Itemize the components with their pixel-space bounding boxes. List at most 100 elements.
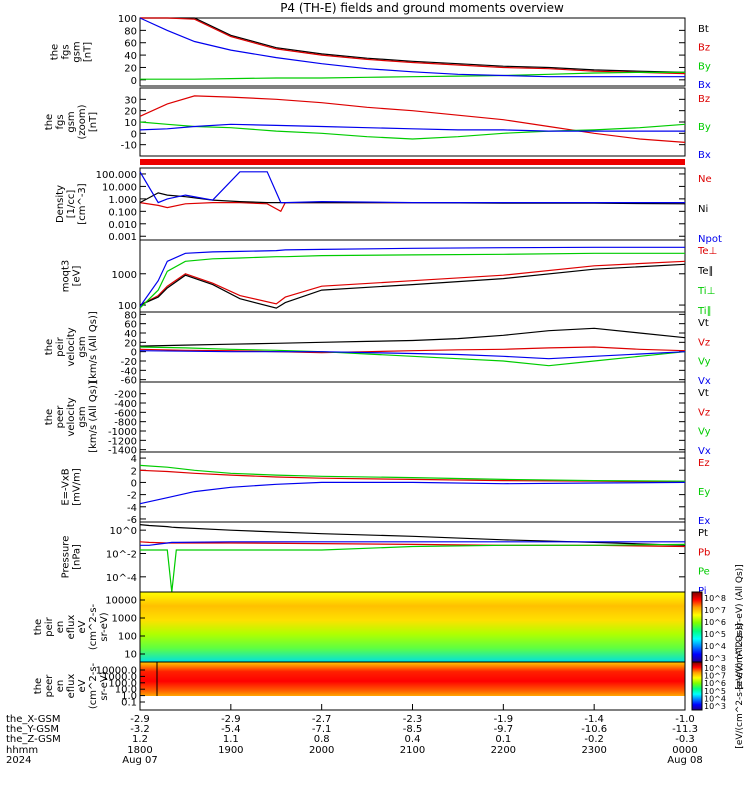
x-axis-row-label: 2024 <box>6 755 31 766</box>
y-tick-label: 80 <box>124 310 137 321</box>
x-tick-label: -1.0 <box>675 714 695 725</box>
plot-title: P4 (TH-E) fields and ground moments over… <box>280 1 564 15</box>
legend-entry: Te⊥ <box>697 246 717 257</box>
legend-entry: Pb <box>698 547 710 558</box>
panel-frame <box>139 521 686 593</box>
x-axis-row-label: the_Y-GSM <box>6 724 59 735</box>
y-axis-label-line: en <box>55 680 66 693</box>
y-tick-label: -1200 <box>108 436 137 447</box>
series-line-Bx <box>139 17 685 78</box>
y-axis-label-line: peir <box>44 616 55 636</box>
heatmap-empty-band <box>140 696 685 710</box>
colorbar-label: [eV/(cm^2-s-sr-eV) (All Qs)] <box>735 564 745 689</box>
x-tick-label: Aug 07 <box>122 755 157 766</box>
series-line-Ti∥ <box>139 246 685 307</box>
y-tick-label: -2 <box>127 491 137 502</box>
x-tick-label: 1.1 <box>223 734 239 745</box>
y-axis-label-line: the <box>44 339 55 355</box>
y-axis-label: thepeervelocitygsm[km/s (All Qs)] <box>44 381 99 453</box>
panel-6: -200-400-600-800-1000-1200-1400 thepeerve… <box>44 381 711 457</box>
panel-frame <box>139 451 686 523</box>
y-axis-label-line: gsm <box>77 336 88 357</box>
colorbar-tick-label: 10^7 <box>704 672 726 681</box>
y-tick-label: 20 <box>124 338 137 349</box>
y-axis-label-line: peer <box>44 674 55 698</box>
y-axis-label-line: eV <box>77 679 88 692</box>
x-tick-label: 1900 <box>218 745 243 756</box>
y-axis-label-line: [nT] <box>83 42 94 62</box>
separator-strip <box>140 159 685 165</box>
series-line-Vt <box>139 327 686 347</box>
series-line-Vx <box>139 350 686 360</box>
y-tick-label: 0 <box>131 348 137 359</box>
legend-entry: Vy <box>698 427 711 438</box>
x-tick-label: -2.9 <box>221 714 241 725</box>
x-tick-label: -2.9 <box>130 714 150 725</box>
x-tick-label: 2200 <box>491 745 516 756</box>
series-line-Vz <box>139 346 686 354</box>
colorbar-label: [eV/(cm^2-s-sr-eV) (All Qs)] <box>735 623 745 748</box>
y-axis-label-line: gsm <box>72 41 83 62</box>
y-tick-label: 80 <box>124 26 137 37</box>
x-tick-label: 1.2 <box>132 734 148 745</box>
series-line-Ex <box>139 481 686 505</box>
x-tick-label: -2.3 <box>403 714 423 725</box>
y-axis-label-line: gsm <box>77 406 88 427</box>
y-axis-label-line: fgs <box>55 114 66 129</box>
y-tick-label: -400 <box>114 399 137 410</box>
series-line-Bz <box>140 17 686 75</box>
y-axis-label-line: eV <box>77 620 88 633</box>
y-tick-label: 10000.0 <box>96 666 137 677</box>
y-tick-label: 20 <box>124 107 137 118</box>
series-line-Bz <box>139 95 686 143</box>
y-tick-label: 1.000 <box>108 195 137 206</box>
x-tick-label: 2100 <box>400 745 425 756</box>
y-tick-label: -10 <box>121 141 137 152</box>
y-axis-label-line: [km/s (All Qs)] <box>88 311 99 383</box>
y-axis-label-line: [mV/m] <box>72 468 83 506</box>
colorbar-tick-label: 10^8 <box>704 664 726 673</box>
y-tick-label: 0.100 <box>108 207 137 218</box>
panel-4: 1000 100 moqt3[eV] Te⊥ Te∥ Ti⊥ Ti∥ <box>61 239 717 317</box>
y-tick-label: -60 <box>121 376 137 387</box>
x-tick-label: 0.1 <box>495 734 511 745</box>
legend-entry: Vz <box>698 407 710 418</box>
y-axis-label-line: E=-VxB <box>61 468 72 505</box>
y-axis-label-line: moqt3 <box>61 260 72 293</box>
series-line-Pi <box>140 541 685 546</box>
y-tick-label: 10^0 <box>110 526 137 537</box>
y-axis-label-line: the <box>44 114 55 130</box>
x-tick-label: Aug 08 <box>667 755 702 766</box>
y-tick-label: 100 <box>118 301 137 312</box>
heatmap-image <box>140 592 685 662</box>
y-axis-label-line: [nT] <box>88 112 99 132</box>
y-tick-label: 10^-4 <box>106 573 137 584</box>
series-line-Ez <box>139 469 686 483</box>
y-axis-label: Density[1/cc][cm^-3] <box>55 183 88 224</box>
y-tick-label: 10000 <box>105 596 137 607</box>
legend-entry: Vx <box>698 446 711 457</box>
y-axis-label-line: Pressure <box>61 536 72 579</box>
panel-frame <box>139 167 686 241</box>
x-tick-label: -3.2 <box>130 724 150 735</box>
legend-entry: Ex <box>698 516 710 527</box>
legend-entry: Ez <box>698 458 710 469</box>
colorbar-tick-label: 10^3 <box>704 654 726 663</box>
legend-entry: Bz <box>698 43 710 54</box>
y-tick-label: 2 <box>131 466 137 477</box>
panel-frame <box>139 239 686 313</box>
y-axis-label: E=-VxB[mV/m] <box>61 468 83 506</box>
y-tick-label: -600 <box>114 408 137 419</box>
panel-7: 420 -2-4-6 E=-VxB[mV/m] Ez Ey Ex <box>61 451 710 527</box>
y-tick-label: -1000 <box>108 427 137 438</box>
y-axis-label-line: the <box>33 619 44 635</box>
y-axis-label-line: eflux <box>66 615 77 640</box>
y-tick-label: 10.000 <box>102 182 137 193</box>
y-axis-label-line: velocity <box>66 327 77 366</box>
y-axis-label-line: the <box>33 678 44 694</box>
legend-entry: Ti∥ <box>697 306 712 317</box>
y-tick-label: -800 <box>114 418 137 429</box>
